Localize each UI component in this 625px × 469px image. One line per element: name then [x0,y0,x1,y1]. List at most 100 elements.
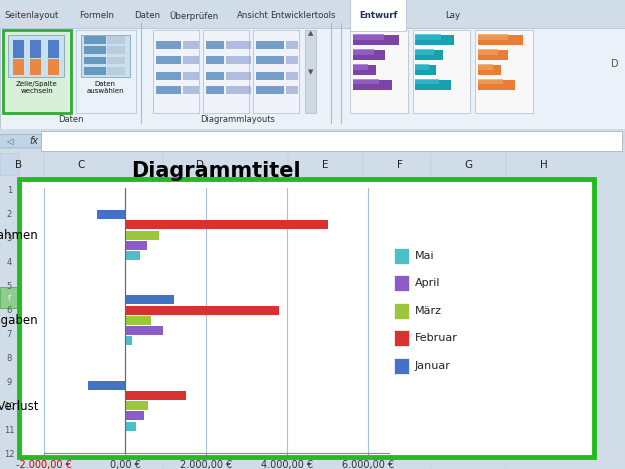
Text: Februar: Februar [414,333,458,343]
Bar [350,0,406,31]
Bar [156,72,181,80]
Bar [0,29,625,129]
Bar [183,86,199,94]
Bar [226,72,251,80]
Text: Überprüfen: Überprüfen [169,11,218,21]
Bar [394,275,409,291]
Text: März: März [414,306,442,316]
Text: Mai: Mai [414,250,434,261]
Bar [206,41,224,49]
Bar [107,36,125,44]
Bar [394,303,409,319]
Bar [415,79,439,84]
Bar [478,80,515,90]
Text: ▼: ▼ [308,69,313,75]
Bar [107,46,125,54]
Bar [478,79,502,84]
Bar [153,30,199,113]
Bar [412,30,470,113]
Bar [84,67,106,75]
Bar [286,86,298,94]
Text: Entwicklertools: Entwicklertools [271,11,336,20]
Bar [286,41,298,49]
Text: C: C [78,159,85,170]
Text: Zeile/Spalte
wechseln: Zeile/Spalte wechseln [16,81,58,94]
Bar [125,306,279,315]
Bar [305,30,316,113]
Bar [125,316,151,325]
Bar [12,59,24,75]
Bar [203,30,249,113]
Text: 5: 5 [7,282,12,291]
Bar [156,56,181,65]
Text: Entwurf: Entwurf [359,11,398,20]
Text: F: F [397,159,403,170]
Bar [226,86,251,94]
Bar [81,35,130,77]
Bar [183,56,199,65]
Text: B: B [15,159,22,170]
Bar [415,50,443,60]
Text: Diagrammlayouts: Diagrammlayouts [200,115,275,124]
Text: D: D [196,159,204,170]
Bar [206,72,224,80]
Bar [3,30,71,113]
Text: 7: 7 [7,330,12,339]
Text: Daten: Daten [134,11,160,20]
Text: E: E [322,159,328,170]
Bar [478,50,509,60]
Bar [478,36,522,45]
Bar [125,251,141,260]
Bar [256,86,284,94]
Bar [394,358,409,374]
Bar [84,36,106,44]
Text: 4: 4 [7,258,12,267]
Bar [478,65,501,75]
Text: fx: fx [29,136,39,146]
Bar [0,287,19,308]
Text: Januar: Januar [414,361,451,371]
Bar [415,49,434,55]
Bar [352,34,384,40]
Text: 11: 11 [4,426,14,435]
Bar [415,65,436,75]
Bar [350,30,408,113]
Bar [286,56,298,65]
Bar [125,336,132,345]
Bar [125,391,186,400]
Bar [125,241,148,250]
Bar [415,36,454,45]
Bar [125,401,149,410]
Bar [394,248,409,264]
Bar [286,72,298,80]
Text: Formeln: Formeln [79,11,114,20]
Bar [125,422,136,431]
Bar [394,331,409,347]
Bar [8,35,64,77]
Text: r: r [8,293,11,302]
Bar [352,50,386,60]
Bar [30,59,41,75]
Bar [478,34,508,40]
Bar [256,72,284,80]
Bar [84,46,106,54]
Text: Seitenlayout: Seitenlayout [4,11,59,20]
Bar [48,40,59,58]
Bar [0,153,19,176]
Bar [183,41,199,49]
Bar [76,30,136,113]
Text: D: D [611,60,619,69]
Bar [352,80,392,90]
Bar [226,41,251,49]
Text: 1: 1 [7,186,12,195]
Text: Lay: Lay [446,11,461,20]
Bar [156,86,181,94]
Bar [352,65,376,75]
Bar [125,295,174,304]
Bar [475,30,532,113]
Text: 9: 9 [7,378,12,387]
Bar [253,30,299,113]
Text: ◁: ◁ [6,136,12,146]
Bar [125,411,144,420]
Text: 3: 3 [7,234,12,243]
